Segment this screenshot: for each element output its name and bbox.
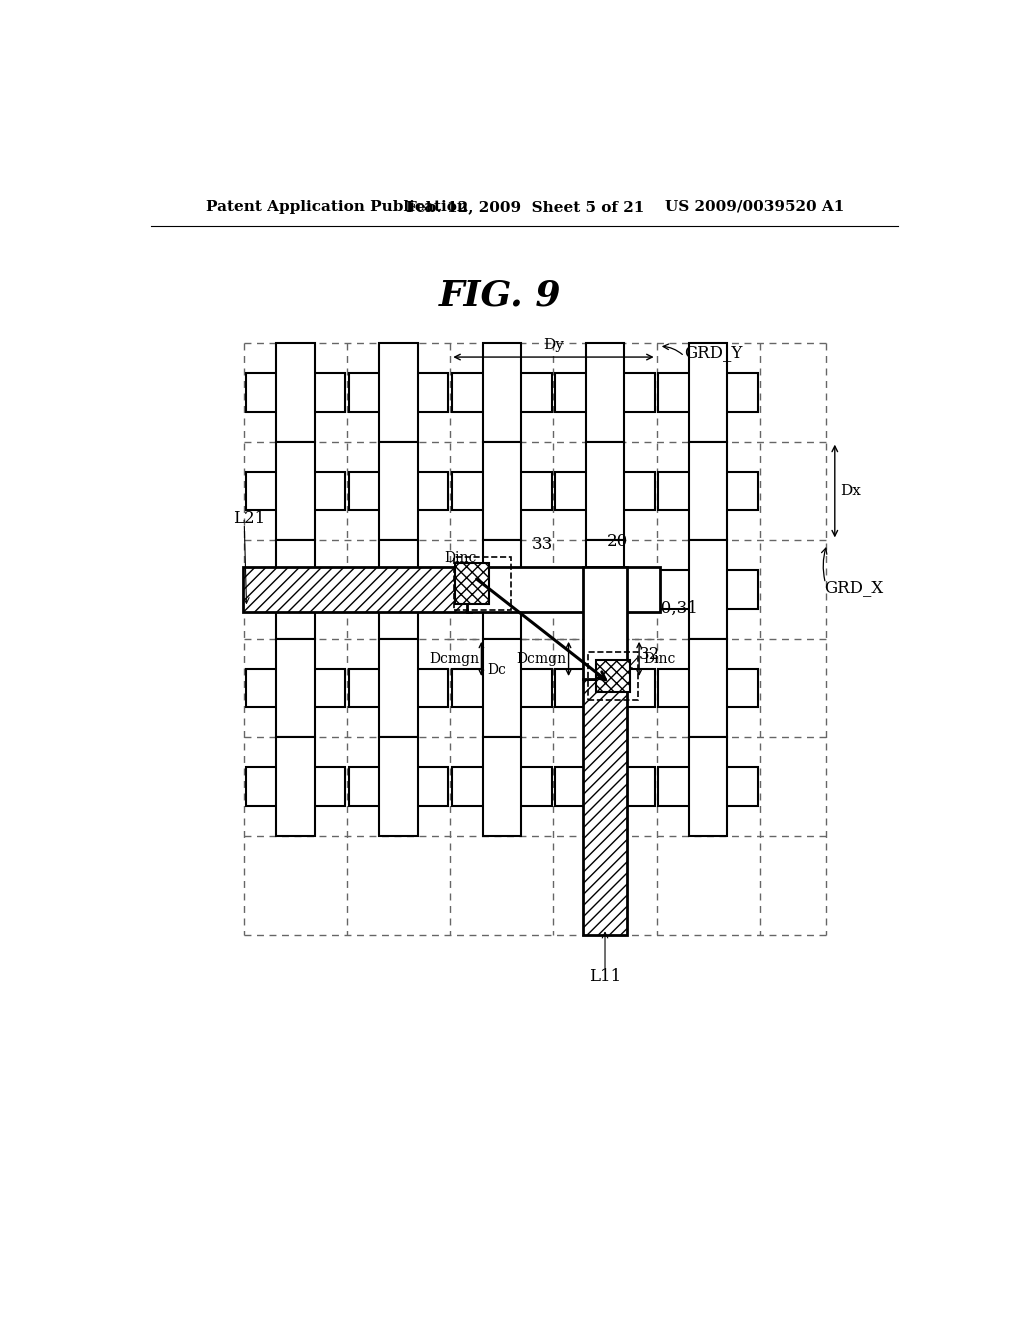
Bar	[482, 343, 521, 442]
Text: GRD_X: GRD_X	[824, 579, 883, 597]
Bar	[482, 738, 521, 836]
Bar	[586, 738, 625, 836]
Text: Dx: Dx	[841, 484, 861, 498]
Bar	[276, 343, 315, 442]
Bar	[583, 678, 628, 935]
Bar	[453, 471, 552, 511]
Bar	[246, 669, 345, 708]
Bar	[689, 343, 727, 442]
Text: Dinc: Dinc	[643, 652, 676, 665]
Text: 32: 32	[639, 645, 660, 663]
Bar	[276, 639, 315, 738]
Bar	[586, 442, 625, 540]
Bar	[689, 442, 727, 540]
Bar	[349, 669, 449, 708]
Bar	[349, 767, 449, 807]
Text: Dy: Dy	[543, 338, 564, 351]
Bar	[658, 374, 758, 412]
Text: FIG. 9: FIG. 9	[438, 279, 561, 313]
Bar	[380, 540, 418, 639]
Bar	[453, 570, 552, 609]
Bar	[276, 540, 315, 639]
Bar	[482, 639, 521, 738]
Bar	[453, 669, 552, 708]
Bar	[453, 374, 552, 412]
Bar	[555, 669, 654, 708]
Bar	[349, 374, 449, 412]
Bar	[246, 471, 345, 511]
Bar	[482, 442, 521, 540]
Bar	[555, 767, 654, 807]
Text: Dcmgn: Dcmgn	[429, 652, 479, 665]
Bar	[482, 540, 521, 639]
Bar	[658, 669, 758, 708]
Bar	[380, 343, 418, 442]
Text: 20: 20	[607, 533, 628, 550]
Bar	[596, 660, 630, 692]
Bar	[555, 570, 654, 609]
Bar	[243, 568, 471, 612]
Text: Dc: Dc	[487, 663, 507, 677]
Bar	[246, 767, 345, 807]
Text: Patent Application Publication: Patent Application Publication	[206, 199, 468, 214]
Bar	[689, 639, 727, 738]
Bar	[349, 471, 449, 511]
Bar	[380, 442, 418, 540]
Text: Dcmgn: Dcmgn	[516, 652, 566, 665]
Text: GRD_Y: GRD_Y	[684, 345, 742, 360]
Bar	[583, 568, 628, 678]
Bar	[276, 738, 315, 836]
Bar	[586, 343, 625, 442]
Bar	[555, 374, 654, 412]
Bar	[380, 639, 418, 738]
Text: 30,31: 30,31	[650, 599, 698, 616]
Bar	[380, 738, 418, 836]
Bar	[658, 767, 758, 807]
Text: L11: L11	[589, 968, 622, 985]
Bar	[276, 442, 315, 540]
Text: Feb. 12, 2009  Sheet 5 of 21: Feb. 12, 2009 Sheet 5 of 21	[406, 199, 644, 214]
Bar	[455, 562, 489, 605]
Bar	[588, 652, 638, 700]
Bar	[467, 568, 659, 612]
Bar	[349, 570, 449, 609]
Bar	[246, 374, 345, 412]
Bar	[658, 471, 758, 511]
Bar	[658, 570, 758, 609]
Bar	[586, 540, 625, 639]
Bar	[555, 471, 654, 511]
Bar	[689, 738, 727, 836]
Text: Dinc: Dinc	[444, 550, 476, 565]
Text: 33: 33	[531, 536, 553, 553]
Bar	[454, 557, 511, 610]
Bar	[689, 540, 727, 639]
Bar	[586, 639, 625, 738]
Bar	[246, 570, 345, 609]
Text: L21: L21	[232, 511, 265, 527]
Bar	[453, 767, 552, 807]
Text: US 2009/0039520 A1: US 2009/0039520 A1	[665, 199, 844, 214]
